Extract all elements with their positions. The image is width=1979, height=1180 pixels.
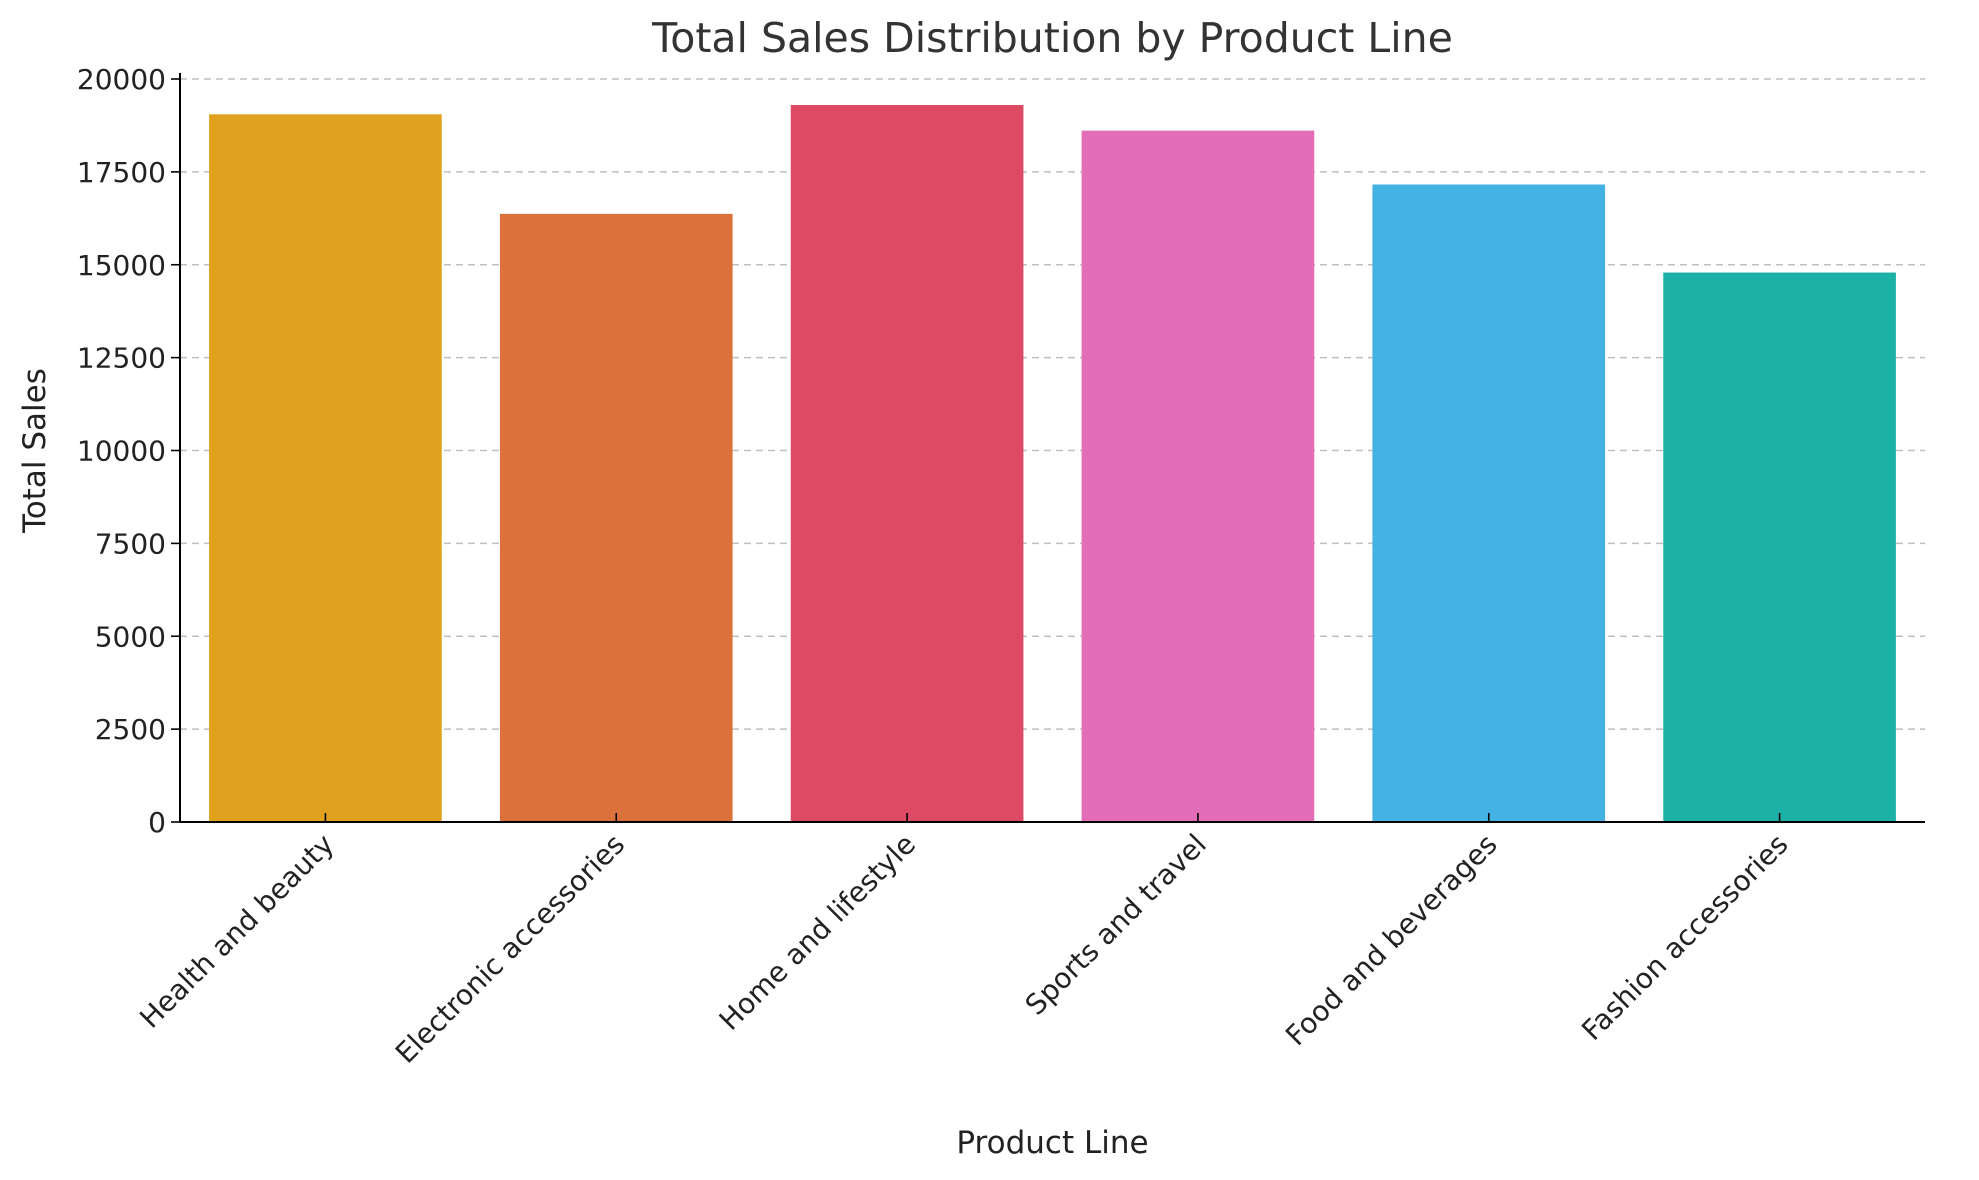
bar-3 bbox=[790, 105, 1024, 822]
bar-1 bbox=[209, 114, 442, 823]
bar-2 bbox=[499, 213, 733, 823]
bar-5 bbox=[1372, 184, 1606, 823]
x-tick-label: Electronic accessories bbox=[389, 828, 631, 1070]
y-ticks: 0 2500 5000 7500 10000 12500 15000 17500 20000 bbox=[77, 63, 180, 839]
y-tick-label: 15000 bbox=[77, 249, 166, 282]
y-tick-label: 12500 bbox=[77, 342, 166, 375]
y-tick-label: 17500 bbox=[77, 156, 166, 189]
x-tick-label: Sports and travel bbox=[1019, 828, 1213, 1022]
y-tick-label: 7500 bbox=[95, 527, 166, 560]
x-tick-label: Fashion accessories bbox=[1575, 828, 1794, 1047]
x-axis-title: Product Line bbox=[956, 1125, 1148, 1161]
bar-6 bbox=[1663, 272, 1896, 822]
x-tick-label: Food and beverages bbox=[1279, 828, 1504, 1053]
gridlines bbox=[180, 78, 1925, 730]
x-tick-label: Health and beauty bbox=[133, 828, 340, 1035]
y-tick-label: 10000 bbox=[77, 435, 166, 468]
y-axis-title: Total Sales bbox=[17, 368, 53, 534]
axes bbox=[179, 73, 1925, 823]
x-ticks: Health and beauty Electronic accessories H… bbox=[133, 813, 1795, 1070]
x-tick-label: Home and lifestyle bbox=[713, 828, 922, 1037]
y-tick-label: 5000 bbox=[95, 620, 166, 653]
y-tick-label: 20000 bbox=[77, 63, 166, 96]
chart-title: Total Sales Distribution by Product Line bbox=[651, 14, 1453, 62]
y-tick-label: 2500 bbox=[95, 713, 166, 746]
bars bbox=[209, 105, 1896, 823]
y-tick-label: 0 bbox=[148, 806, 166, 839]
bar-4 bbox=[1081, 130, 1315, 823]
